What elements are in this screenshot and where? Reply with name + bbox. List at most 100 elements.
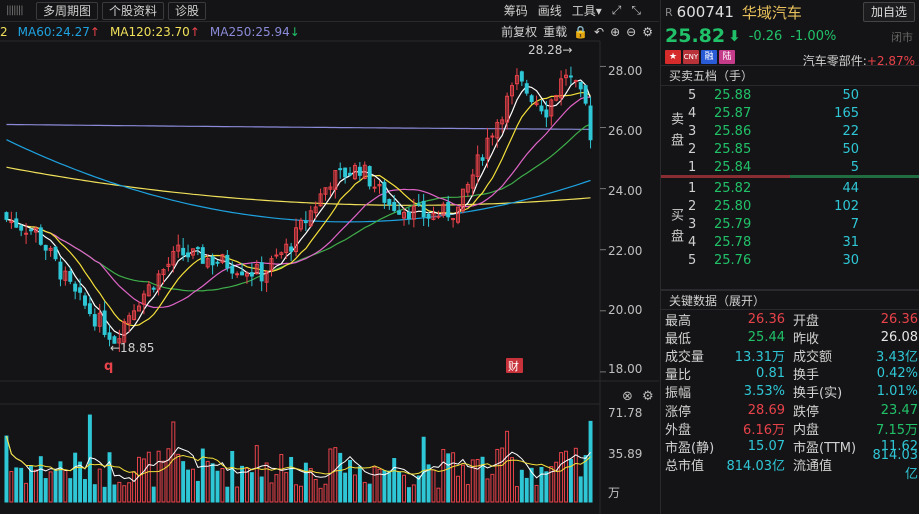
volume-bar xyxy=(24,482,29,503)
candle-body xyxy=(186,252,191,258)
asks-level: 5 xyxy=(688,87,697,103)
add-watchlist-button[interactable]: 加自选 xyxy=(862,2,915,22)
keydata-title[interactable]: 关键数据（展开） xyxy=(661,290,919,310)
keydata-value: 814.03亿 xyxy=(726,459,786,475)
volume-bar xyxy=(568,458,573,503)
volume-bar xyxy=(83,479,87,503)
candle-body xyxy=(274,254,279,257)
gear-icon[interactable]: ⚙ xyxy=(642,389,654,404)
volume-bar xyxy=(294,484,299,503)
volume-bar xyxy=(362,481,367,503)
sector-pct: +2.87% xyxy=(866,54,915,68)
asks-row[interactable]: 4 25.87 165 xyxy=(661,104,919,122)
draw-line-button[interactable]: 画线 xyxy=(537,4,562,18)
candle-body xyxy=(112,336,117,344)
keydata-value: 1.01% xyxy=(876,384,918,400)
down-arrow-icon: ⬇ xyxy=(728,27,741,45)
candle-body xyxy=(421,200,426,218)
keydata-label: 市盈(静) xyxy=(665,440,715,456)
kline-chart-svg[interactable]: 28.28→ ←18.85 q 财 xyxy=(0,0,659,514)
volume-bar xyxy=(195,480,200,503)
candle-body xyxy=(141,293,146,305)
candle-body xyxy=(588,105,593,141)
y-tick-label: 24.00 xyxy=(608,184,643,198)
ma250-line xyxy=(6,123,591,130)
sector-change[interactable]: 汽车零部件:+2.87% xyxy=(803,52,915,69)
candle-body xyxy=(539,105,544,112)
diagnose-button[interactable]: 诊股 xyxy=(168,1,207,20)
arrow-down-icon: ↓ xyxy=(289,25,300,39)
bids-row[interactable]: 5 25.76 30 xyxy=(661,252,919,270)
tools-button[interactable]: 工具▾ xyxy=(572,2,602,19)
keydata-row: 振幅 3.53% 换手(实) 1.01% xyxy=(661,383,919,401)
candle-body xyxy=(436,215,441,218)
candle-body xyxy=(38,227,43,245)
volume-bar xyxy=(33,469,38,503)
candle-body xyxy=(156,273,161,291)
volume-bar xyxy=(372,466,377,503)
candle-body xyxy=(68,271,73,282)
candle-body xyxy=(426,213,431,219)
asks-price: 25.84 xyxy=(714,160,752,176)
keydata-value: 25.44 xyxy=(747,329,785,345)
candle-body xyxy=(200,247,205,264)
asks-row[interactable]: 1 25.84 5 xyxy=(661,159,919,177)
volume-bar xyxy=(519,469,524,503)
add-icon[interactable]: ⊕ xyxy=(610,24,621,39)
ma-controls: 前复权 重载 🔒 ↶ ⊕ ⊖ ⚙ xyxy=(501,23,653,40)
candle-body xyxy=(235,273,240,276)
candle-body xyxy=(465,184,470,193)
asks-row[interactable]: 5 25.88 50 xyxy=(661,86,919,104)
connect-tag: 陆 xyxy=(719,49,735,64)
collapse-icon[interactable]: ⤡ xyxy=(631,3,641,17)
bids-row[interactable]: 2 25.80 102 xyxy=(661,197,919,215)
candle-body xyxy=(559,78,564,99)
volume-bar xyxy=(264,462,269,503)
period-button[interactable]: 多周期图 xyxy=(36,1,99,20)
close-icon[interactable]: ⊗ xyxy=(622,389,633,404)
bids-row[interactable]: 1 25.82 44 xyxy=(661,179,919,197)
candle-body xyxy=(416,203,421,206)
undo-icon[interactable]: ↶ xyxy=(594,24,605,39)
sell-side-text: 卖盘 xyxy=(668,112,683,154)
candle-body xyxy=(500,119,505,125)
volume-bar xyxy=(137,456,141,503)
volume-bar xyxy=(456,475,460,503)
tag-row: ★ CNY 融 陆 xyxy=(661,48,919,66)
candle-body xyxy=(475,154,480,177)
volume-bar xyxy=(588,420,593,503)
profile-button[interactable]: 个股资料 xyxy=(102,1,165,20)
candle-body xyxy=(372,186,377,189)
volume-bar xyxy=(38,456,43,503)
lock-icon[interactable]: 🔒 xyxy=(573,24,589,39)
gear-icon[interactable]: ⚙ xyxy=(642,24,653,39)
minus-icon[interactable]: ⊖ xyxy=(626,24,637,39)
keydata-label: 涨停 xyxy=(665,404,692,420)
keydata-label: 内盘 xyxy=(793,422,820,438)
asks-row[interactable]: 3 25.86 22 xyxy=(661,122,919,140)
overlay-button[interactable]: 重载 xyxy=(543,25,568,39)
candle-body xyxy=(564,74,568,79)
r-flag: R xyxy=(665,5,673,19)
volume-bar xyxy=(377,468,382,503)
volume-bar xyxy=(382,470,387,503)
ma120-line xyxy=(6,166,591,206)
grip-icon[interactable]: ||||||| xyxy=(6,4,24,16)
volume-bar xyxy=(352,474,357,503)
volume-bar xyxy=(529,467,534,503)
bids-row[interactable]: 4 25.78 31 xyxy=(661,234,919,252)
volume-bar xyxy=(357,466,362,503)
chart-area[interactable]: 28.28→ ←18.85 q 财 ||||||| 多周期图 个股资料 诊股 筹码 画… xyxy=(0,0,659,514)
keydata-row: 量比 0.81 换手 0.42% xyxy=(661,365,919,383)
keydata-label: 外盘 xyxy=(665,422,692,438)
chips-button[interactable]: 筹码 xyxy=(503,4,528,18)
candle-body xyxy=(195,247,200,250)
fq-button[interactable]: 前复权 xyxy=(501,25,538,39)
orderbook-title[interactable]: 买卖五档（手） xyxy=(661,66,919,86)
candle-body xyxy=(524,83,529,94)
volume-bar xyxy=(117,481,122,503)
stock-code: 600741 xyxy=(676,3,734,21)
expand-icon[interactable]: ⤢ xyxy=(611,3,622,17)
asks-row[interactable]: 2 25.85 50 xyxy=(661,141,919,159)
bids-row[interactable]: 3 25.79 7 xyxy=(661,215,919,233)
